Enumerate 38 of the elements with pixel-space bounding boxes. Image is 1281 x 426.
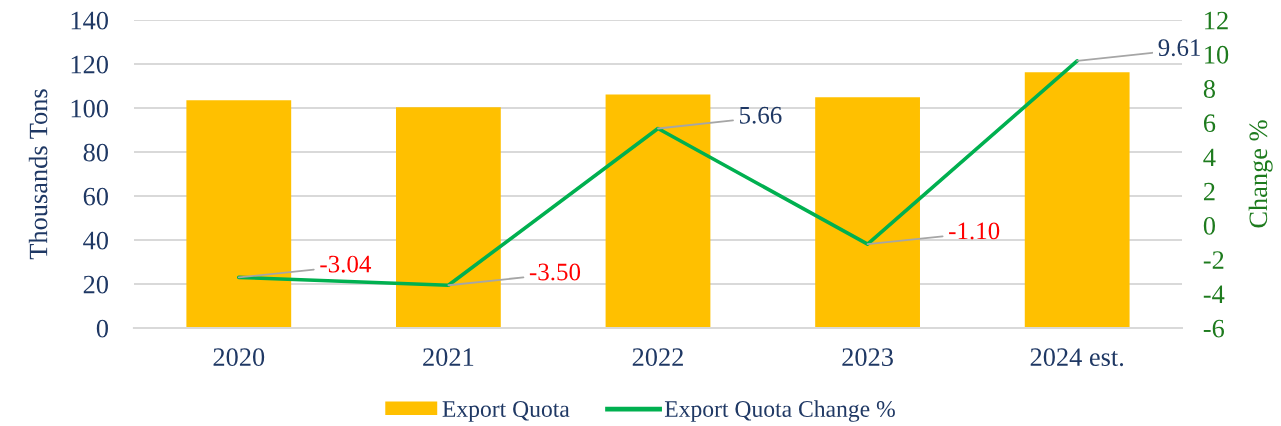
y2-tick-label: -6 — [1203, 319, 1225, 338]
x-tick-label: 2022 — [632, 348, 683, 367]
y2-tick-label: 12 — [1205, 11, 1228, 30]
y2-tick-label: 10 — [1205, 45, 1229, 64]
data-label: -1.10 — [949, 222, 1000, 240]
legend-label: Export Quota Change % — [664, 400, 895, 422]
bar — [815, 97, 920, 329]
y-tick-label: 80 — [83, 143, 108, 162]
y2-tick-label: -4 — [1203, 285, 1225, 303]
y2-tick-label: 2 — [1203, 182, 1215, 201]
y-tick-label: 140 — [71, 11, 108, 30]
y2-tick-label: 4 — [1203, 148, 1216, 167]
y2-tick-label: 0 — [1203, 216, 1215, 235]
bar — [395, 107, 501, 329]
y2-tick-label: 6 — [1203, 114, 1216, 133]
data-label: -3.04 — [320, 255, 372, 273]
data-label: -3.50 — [529, 263, 581, 281]
bar — [1024, 72, 1130, 329]
x-tick-label: 2020 — [213, 348, 265, 367]
y2-tick-label: 8 — [1203, 80, 1215, 98]
x-tick-label: 2021 — [423, 348, 474, 367]
bar — [186, 100, 292, 329]
y-tick-label: 100 — [71, 99, 108, 118]
legend-label: Export Quota — [442, 401, 570, 422]
y-tick-label: 60 — [83, 187, 108, 206]
x-tick-label: 2024 est. — [1030, 348, 1124, 367]
y2-axis-title: Change % — [1248, 120, 1273, 228]
data-label: 9.61 — [1158, 39, 1200, 57]
y2-tick-label: -2 — [1203, 251, 1224, 269]
y-tick-label: 120 — [71, 55, 108, 74]
line-series — [236, 59, 1079, 288]
y-tick-label: 20 — [83, 275, 108, 294]
x-tick-label: 2023 — [842, 348, 893, 367]
bar — [605, 94, 711, 329]
y-tick-label: 0 — [96, 319, 108, 338]
y-axis-title: Thousands Tons — [28, 89, 48, 260]
y-tick-label: 40 — [83, 231, 108, 250]
data-label: 5.66 — [739, 106, 782, 124]
